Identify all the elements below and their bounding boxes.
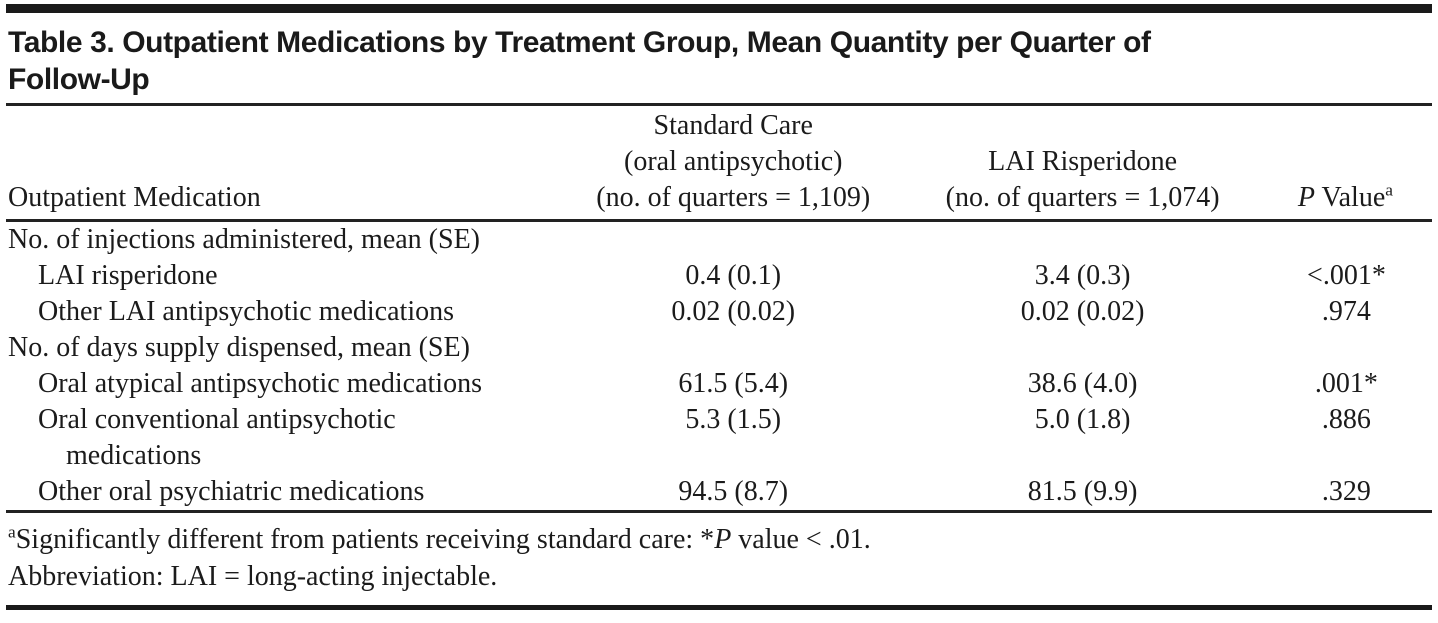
column-header-lai-risperidone: LAI Risperidone (no. of quarters = 1,074…: [904, 106, 1261, 222]
column-header-standard-care: Standard Care (oral antipsychotic) (no. …: [562, 106, 905, 222]
footnote-significance: aSignificantly different from patients r…: [8, 521, 1432, 558]
table-row-oral-conventional: Oral conventional antipsychotic medicati…: [6, 402, 1432, 474]
table-row-other-oral-psychiatric: Other oral psychiatric medications 94.5 …: [6, 474, 1432, 513]
outpatient-medications-table: Outpatient Medication Standard Care (ora…: [6, 106, 1432, 513]
top-rule-bar: [6, 4, 1432, 13]
footnote-text: Significantly different from patients re…: [15, 524, 715, 555]
table-title-line-2: Follow-Up: [8, 63, 150, 96]
row-label: Other LAI antipsychotic medications: [38, 296, 454, 327]
section-label: No. of days supply dispensed, mean (SE): [8, 332, 470, 363]
value-lai-risperidone: 38.6 (4.0): [1027, 368, 1138, 399]
value-standard-care: 94.5 (8.7): [562, 474, 905, 513]
p-value-text: Value: [1315, 182, 1386, 213]
lai-risperidone-line-1: LAI Risperidone: [988, 146, 1178, 177]
title-divider-rule: [6, 103, 1432, 106]
value-p: <.001*: [1307, 260, 1386, 291]
table-title: Table 3. Outpatient Medications by Treat…: [8, 24, 1432, 98]
value-standard-care: 61.5 (5.4): [678, 368, 789, 399]
value-p: .974: [1321, 296, 1371, 327]
value-lai-risperidone: 5.0 (1.8): [1034, 404, 1131, 435]
value-lai-risperidone: 0.02 (0.02): [1020, 296, 1145, 327]
section-row-injections: No. of injections administered, mean (SE…: [6, 221, 1432, 259]
footnote-abbreviation: Abbreviation: LAI = long-acting injectab…: [8, 561, 498, 592]
table-row-other-lai: Other LAI antipsychotic medications 0.02…: [6, 294, 1432, 330]
value-standard-care: 0.02 (0.02): [671, 296, 796, 327]
bottom-rule-bar: [6, 605, 1432, 610]
row-label: LAI risperidone: [38, 260, 218, 291]
section-row-days-supply: No. of days supply dispensed, mean (SE): [6, 330, 1432, 366]
column-header-p-value: P Valuea: [1260, 106, 1432, 222]
table-row-lai-risperidone: LAI risperidone 0.4 (0.1) 3.4 (0.3) <.00…: [6, 258, 1432, 294]
section-label: No. of injections administered, mean (SE…: [8, 224, 480, 255]
table-title-line-1: Table 3. Outpatient Medications by Treat…: [8, 26, 1151, 59]
footnote-text-end: value < .01.: [731, 524, 871, 555]
footnote-marker-a: a: [8, 522, 16, 542]
value-standard-care: 0.4 (0.1): [685, 260, 782, 291]
value-lai-risperidone: 81.5 (9.9): [904, 474, 1261, 513]
table-row-oral-atypical: Oral atypical antipsychotic medications …: [6, 366, 1432, 402]
value-lai-risperidone: 3.4 (0.3): [1034, 260, 1131, 291]
column-header-outpatient-medication: Outpatient Medication: [6, 106, 563, 222]
value-standard-care: 5.3 (1.5): [685, 404, 782, 435]
column-header-label: Outpatient Medication: [8, 182, 261, 213]
standard-care-line-3: (no. of quarters = 1,109): [596, 182, 871, 213]
table-footnotes: aSignificantly different from patients r…: [6, 513, 1432, 595]
lai-risperidone-line-2: (no. of quarters = 1,074): [945, 182, 1220, 213]
value-p: .329: [1260, 474, 1432, 513]
header-row: Outpatient Medication Standard Care (ora…: [6, 106, 1432, 222]
value-p: .001*: [1314, 368, 1378, 399]
standard-care-line-2: (oral antipsychotic): [624, 146, 843, 177]
row-label-continuation: medications: [66, 440, 202, 471]
table-header: Outpatient Medication Standard Care (ora…: [6, 106, 1432, 222]
value-p: .886: [1321, 404, 1371, 435]
footnote-italic-p: P: [714, 524, 732, 555]
p-value-italic-p: P: [1297, 182, 1315, 213]
table-body: No. of injections administered, mean (SE…: [6, 221, 1432, 513]
standard-care-line-1: Standard Care: [653, 110, 813, 141]
row-label: Oral conventional antipsychotic: [38, 404, 396, 435]
p-value-footnote-marker: a: [1385, 180, 1393, 200]
row-label: Other oral psychiatric medications: [38, 476, 425, 507]
row-label: Oral atypical antipsychotic medications: [38, 368, 482, 399]
